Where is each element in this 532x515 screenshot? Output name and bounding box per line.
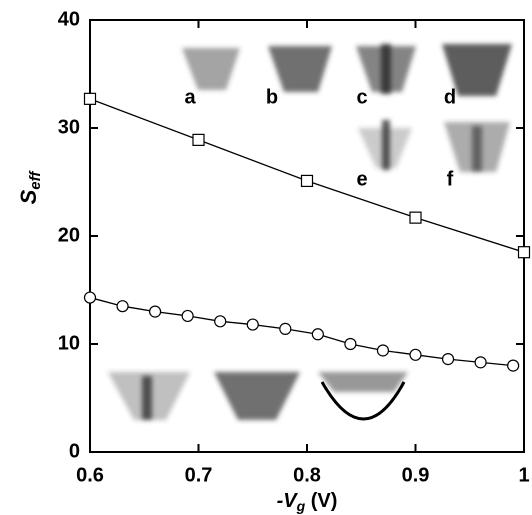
y-tick-label: 20 <box>58 224 80 246</box>
panel-label: b <box>266 86 278 108</box>
circle-marker <box>214 315 227 328</box>
panel-label: e <box>356 168 367 190</box>
panel-label: c <box>356 86 367 108</box>
square-marker <box>192 133 205 146</box>
x-label-rest: (V) <box>305 490 337 512</box>
y-tick-label: 30 <box>58 116 80 138</box>
y-axis-label: Seff <box>16 170 44 205</box>
x-tick-label: 0.7 <box>185 464 213 486</box>
x-tick-label: 0.6 <box>76 464 104 486</box>
square-marker <box>83 92 97 105</box>
circle-marker <box>246 318 259 331</box>
circle-marker <box>409 348 422 361</box>
x-label-main: -V <box>277 490 299 512</box>
thumbnails <box>108 44 512 420</box>
circle-marker <box>507 359 520 372</box>
panel-label: f <box>447 168 454 190</box>
x-tick-label: 0.8 <box>293 464 321 486</box>
x-axis-label: -Vg (V) <box>277 490 338 513</box>
circle-marker <box>441 353 455 366</box>
y-label-sub: eff <box>27 170 44 190</box>
y-label-main: S <box>16 189 41 204</box>
square-marker <box>300 174 314 188</box>
circle-marker <box>474 356 487 369</box>
x-label-sub: g <box>296 498 306 514</box>
y-tick-label: 40 <box>58 8 80 30</box>
square-marker <box>517 246 531 259</box>
circle-marker <box>279 322 292 335</box>
circle-marker <box>344 337 357 351</box>
panel-label: a <box>184 86 196 108</box>
circle-marker <box>376 344 390 357</box>
circle-marker <box>149 305 162 318</box>
circle-marker <box>311 328 324 341</box>
x-tick-label: 1 <box>518 464 529 486</box>
circle-marker <box>116 300 129 313</box>
square-marker <box>409 211 422 224</box>
circle-marker <box>83 291 97 304</box>
y-tick-label: 10 <box>58 332 80 354</box>
x-tick-label: 0.9 <box>402 464 430 486</box>
circle-marker <box>181 309 194 323</box>
y-tick-label: 0 <box>69 440 80 462</box>
panel-label: d <box>444 86 456 108</box>
thumbnail-arc <box>320 381 406 421</box>
